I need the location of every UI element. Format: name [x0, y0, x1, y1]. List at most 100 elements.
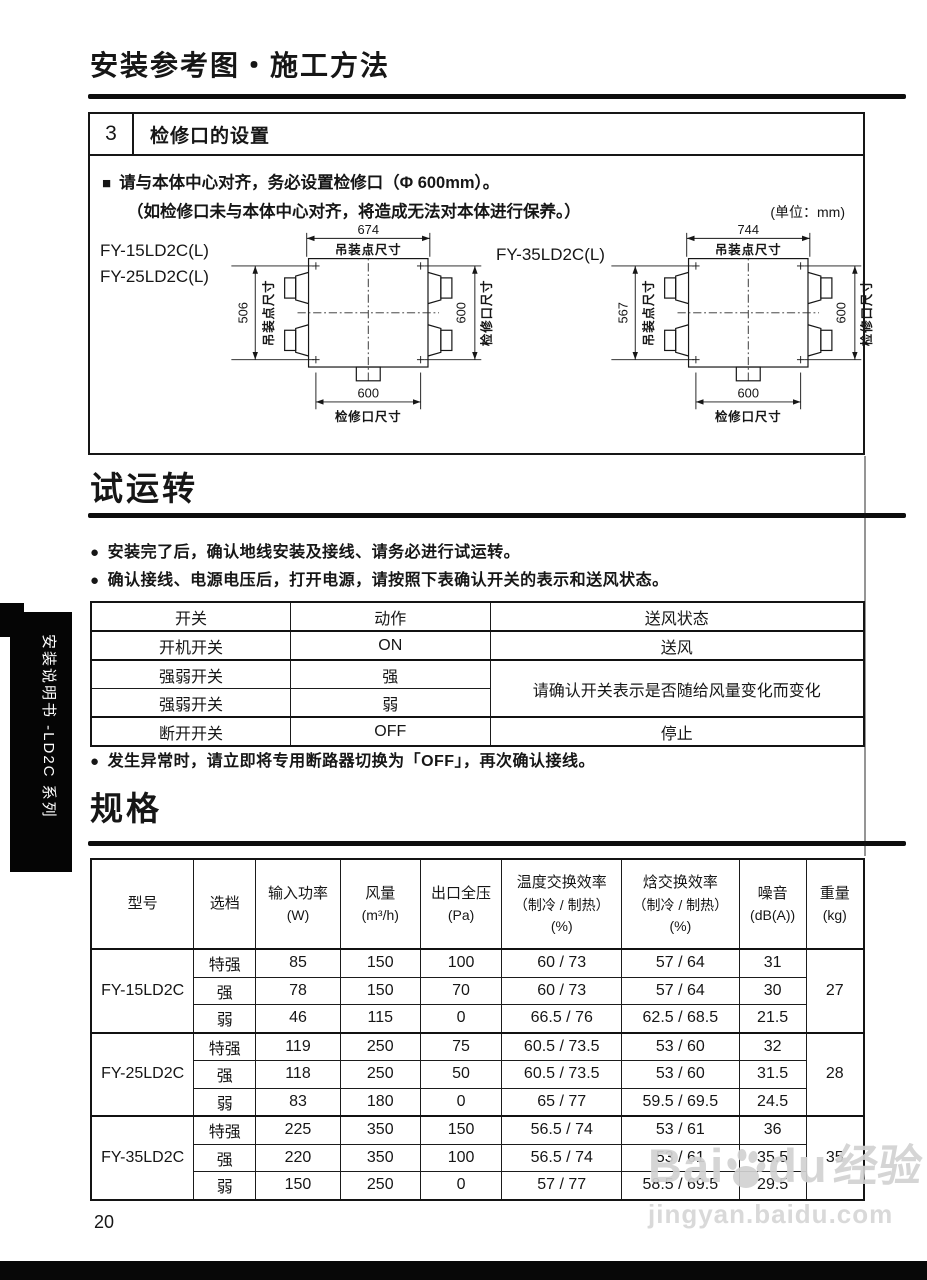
- table-row: 弱 150 250 0 57 / 77 58.5 / 69.5 29.5: [91, 1171, 864, 1200]
- spec-cell: 60.5 / 73.5: [501, 1060, 623, 1089]
- spec-cell: 弱: [193, 1087, 257, 1117]
- spec-cell: 60.5 / 73.5: [501, 1031, 623, 1061]
- square-bullet-icon: ■: [102, 175, 112, 192]
- spec-cell: 150: [339, 948, 421, 978]
- model-weight: 28: [805, 1031, 865, 1117]
- watermark-url: jingyan.baidu.com: [648, 1199, 894, 1229]
- bottom-bar: [0, 1261, 927, 1280]
- switch-status: 送风: [489, 630, 865, 661]
- spec-cell: 弱: [193, 1004, 257, 1033]
- col-temp-exchange: 温度交换效率 （制冷 / 制热） (%): [501, 858, 623, 950]
- diagram-fy15-fy25: FY-15LD2C(L) FY-25LD2C(L): [100, 220, 496, 430]
- switch-name: 开机开关: [90, 630, 291, 661]
- unit-note: (单位：mm): [770, 204, 845, 220]
- manual-series-label: 安装说明书 -LD2C 系列: [40, 634, 57, 819]
- dot-bullet-icon: ●: [90, 572, 100, 589]
- dim-top-label: 吊装点尺寸: [335, 242, 402, 257]
- col-switch: 开关: [90, 601, 291, 632]
- col-action: 动作: [289, 601, 491, 632]
- spec-cell: 225: [255, 1115, 341, 1145]
- table-row: FY-15LD2C 特强 85 150 100 60 / 73 57 / 64 …: [90, 948, 865, 1033]
- dim-bottom-label: 检修口尺寸: [335, 409, 402, 424]
- spec-cell: 65 / 77: [501, 1087, 623, 1117]
- spec-cell: 350: [339, 1115, 421, 1145]
- spec-cell: 21.5: [738, 1004, 807, 1033]
- spec-cell: 78: [255, 976, 341, 1005]
- spec-cell: 强: [193, 976, 257, 1005]
- dim-right-label: 检修口尺寸: [859, 280, 874, 347]
- switch-name: 断开开关: [90, 716, 291, 747]
- spec-cell: 75: [419, 1031, 503, 1061]
- spec-cell: 83: [255, 1087, 341, 1117]
- spec-cell: 59.5 / 69.5: [621, 1087, 740, 1117]
- page-number: 20: [94, 1212, 115, 1232]
- col-weight: 重量 (kg): [805, 858, 865, 950]
- switch-table-header: 开关 动作 送风状态: [90, 601, 865, 632]
- table-row: 开机开关 ON 送风: [90, 630, 865, 661]
- table-row: FY-25LD2C 特强 119 250 75 60.5 / 73.5 53 /…: [90, 1031, 865, 1117]
- spec-cell: 58.5 / 69.5: [621, 1171, 740, 1200]
- dim-left-value: 506: [236, 302, 251, 323]
- spec-cell: 特强: [193, 1031, 257, 1061]
- table-row: 弱 46 115 0 66.5 / 76 62.5 / 68.5 21.5: [91, 1004, 864, 1033]
- model-name: FY-35LD2C: [90, 1115, 195, 1200]
- drain-port: [355, 366, 381, 382]
- col-model: 型号: [90, 858, 195, 950]
- installation-dimension-diagram: 674 吊装点尺寸 506 吊装点尺寸 600 检修口尺寸 600 检修口尺寸: [231, 222, 494, 424]
- switch-status: 停止: [489, 716, 865, 747]
- col-enthalpy-exchange: 焓交换效率 （制冷 / 制热） (%): [621, 858, 740, 950]
- switch-status: 请确认开关表示是否随给风量变化而变化: [489, 659, 865, 718]
- specs-heading: 规格: [90, 790, 162, 827]
- spec-cell: 53 / 60: [621, 1060, 740, 1089]
- spec-cell: 0: [419, 1171, 503, 1200]
- dim-bottom-value: 600: [738, 385, 759, 400]
- switch-name: 强弱开关: [90, 659, 291, 689]
- spec-cell: 85: [255, 948, 341, 978]
- dim-left-label: 吊装点尺寸: [261, 280, 276, 347]
- diagram2-model-labels: FY-35LD2C(L): [496, 220, 605, 430]
- spec-cell: 66.5 / 76: [501, 1004, 623, 1033]
- switch-action: 弱: [289, 688, 491, 718]
- spec-cell: 60 / 73: [501, 976, 623, 1005]
- trial-bullet-2: ● 确认接线、电源电压后，打开电源，请按照下表确认开关的表示和送风状态。: [90, 566, 669, 590]
- spec-cell: 250: [339, 1031, 421, 1061]
- spec-cell: 70: [419, 976, 503, 1005]
- spec-cell: 特强: [193, 1115, 257, 1145]
- dim-top-value: 674: [358, 222, 379, 237]
- spec-cell: 56.5 / 74: [501, 1115, 623, 1145]
- spec-cell: 350: [339, 1143, 421, 1172]
- spec-cell: 46: [255, 1004, 341, 1033]
- col-speed: 选档: [193, 858, 257, 950]
- spec-cell: 53 / 61: [621, 1143, 740, 1172]
- spec-cell: 30: [738, 976, 807, 1005]
- spec-cell: 119: [255, 1031, 341, 1061]
- dim-right-label: 检修口尺寸: [479, 280, 494, 347]
- dim-bottom-label: 检修口尺寸: [715, 409, 782, 424]
- model-name: FY-15LD2C: [90, 948, 195, 1033]
- spec-cell: 60 / 73: [501, 948, 623, 978]
- model-weight: 35: [805, 1115, 865, 1200]
- instruction-line-2: （如检修口未与本体中心对齐，将造成无法对本体进行保养。）: [127, 203, 581, 221]
- switch-table: 开关 动作 送风状态 开机开关 ON 送风 强弱开关 强 请确认开关表示是否随给…: [90, 601, 865, 747]
- spec-cell: 150: [419, 1115, 503, 1145]
- spec-cell: 特强: [193, 948, 257, 978]
- spec-cell: 57 / 77: [501, 1171, 623, 1200]
- spec-cell: 62.5 / 68.5: [621, 1004, 740, 1033]
- spec-cell: 180: [339, 1087, 421, 1117]
- spec-cell: 0: [419, 1004, 503, 1033]
- spec-cell: 56.5 / 74: [501, 1143, 623, 1172]
- spec-cell: 弱: [193, 1171, 257, 1200]
- table-row: 强 78 150 70 60 / 73 57 / 64 30: [91, 976, 864, 1005]
- inspection-port-section: 3 检修口的设置 ■ 请与本体中心对齐，务必设置检修口（Φ 600mm）。 （如检…: [88, 112, 874, 455]
- duct-connectors: [664, 271, 833, 357]
- switch-name: 强弱开关: [90, 688, 291, 718]
- spec-table-header: 型号 选档 输入功率 (W) 风量 (m³/h) 出口全压 (Pa) 温度交换效率 （制…: [90, 858, 865, 950]
- spec-cell: 53 / 61: [621, 1115, 740, 1145]
- spec-cell: 36: [738, 1115, 807, 1145]
- model-weight: 27: [805, 948, 865, 1033]
- dimension-lines: [611, 232, 862, 410]
- spec-cell: 24.5: [738, 1087, 807, 1117]
- spec-cell: 50: [419, 1060, 503, 1089]
- section-header: 3 检修口的设置: [90, 114, 863, 156]
